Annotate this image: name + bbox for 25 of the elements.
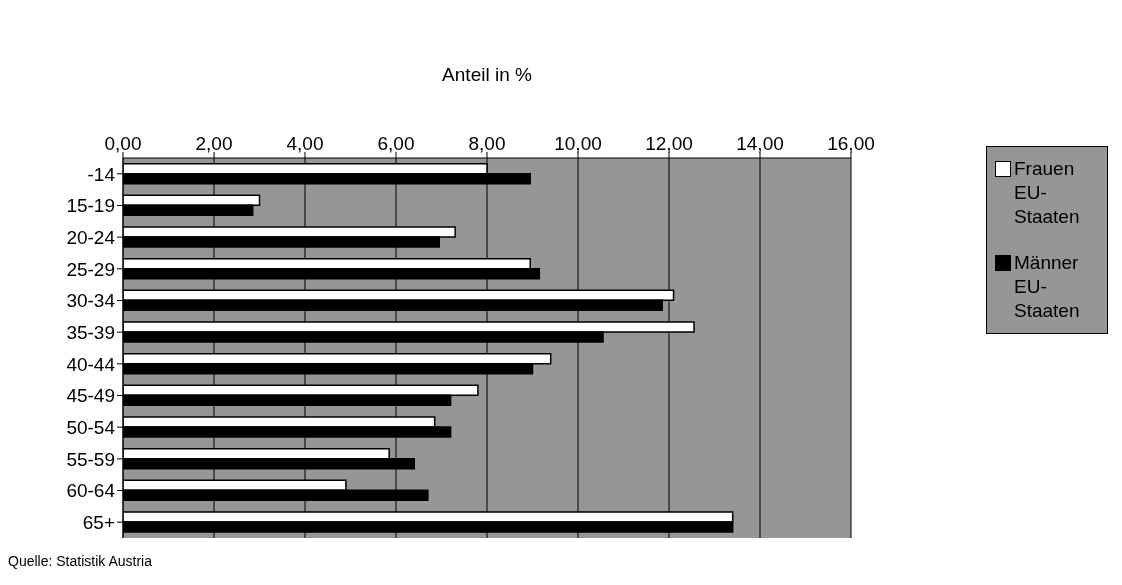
y-tick-label: 30-34	[66, 290, 116, 312]
legend-label: Männer EU-Staaten	[1014, 251, 1081, 323]
y-tick-label: 50-54	[66, 416, 116, 438]
x-tick-label: 14,00	[736, 133, 784, 154]
x-tick-label: 12,00	[645, 133, 693, 154]
x-tick-label: 6,00	[377, 133, 415, 154]
y-tick-label: 45-49	[66, 385, 115, 407]
x-tick-label: 10,00	[554, 133, 602, 154]
y-tick-label: 20-24	[66, 226, 116, 248]
x-tick-label: 4,00	[286, 133, 324, 154]
y-tick-label: -14	[87, 163, 116, 185]
y-tick-label: 40-44	[66, 353, 116, 375]
source-note: Quelle: Statistik Austria	[8, 553, 152, 569]
y-tick-label: 25-29	[66, 258, 115, 280]
y-tick-label: 15-19	[66, 195, 115, 217]
x-tick-label: 2,00	[195, 133, 233, 154]
y-tick-label: 35-39	[66, 321, 115, 343]
x-axis-title: Anteil in %	[442, 64, 532, 86]
x-tick-label: 0,00	[104, 133, 142, 154]
x-tick-label: 8,00	[468, 133, 506, 154]
y-tick-label: 60-64	[66, 480, 116, 502]
y-tick-label: 55-59	[66, 448, 115, 470]
legend-label: Frauen EU-Staaten	[1014, 157, 1081, 229]
x-tick-label: 16,00	[827, 133, 875, 154]
y-tick-label: 65+	[82, 511, 115, 533]
